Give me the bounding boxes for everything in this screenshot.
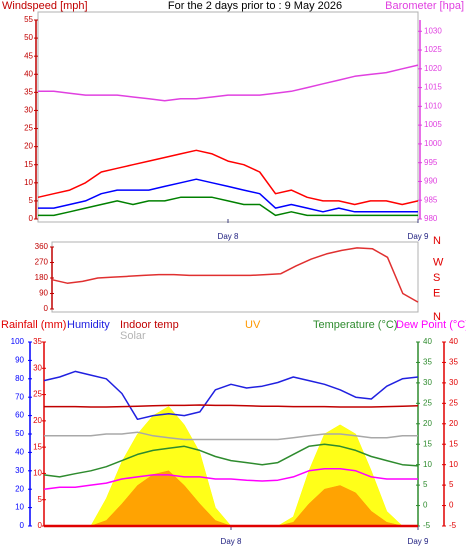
series-line [38,196,418,217]
y-tick-label: 5 [38,495,43,504]
legend-entry: Temperature (°C) [313,319,397,331]
y-tick-label: 0 [423,501,428,510]
y-tick-label: 30 [33,363,42,372]
y-tick-label: 25 [33,390,42,399]
y-tick-label: 40 [24,69,33,78]
legend-entry: Humidity [67,319,110,331]
y-tick-label: 1005 [424,120,442,129]
y-tick-label: 10 [15,503,24,512]
y-tick-label: 10 [33,469,42,478]
y-tick-label: 15 [449,439,458,448]
y-tick-label: 10 [423,460,432,469]
y-tick-label: 25 [24,124,33,133]
series-line [44,404,419,408]
series-line [43,370,419,421]
series-line [37,149,419,206]
compass-label: N [433,235,441,247]
y-tick-label: -5 [449,521,457,530]
y-tick-label: 5 [423,480,428,489]
y-tick-label: 990 [424,177,438,186]
y-tick-label: 90 [39,289,48,298]
y-tick-label: 25 [423,398,432,407]
y-tick-label: 35 [449,358,458,367]
y-tick-label: 30 [423,378,432,387]
series-line [43,443,419,478]
y-tick-label: 100 [11,337,25,346]
y-tick-label: 25 [449,398,458,407]
y-tick-label: 40 [15,448,24,457]
series-line [38,64,419,102]
series-line [51,247,419,303]
chart-title: For the 2 days prior to : 9 May 2026 [168,0,342,12]
y-tick-label: 0 [44,304,49,313]
y-tick-label: 35 [24,87,33,96]
y-tick-label: 0 [38,521,43,530]
y-tick-label: 60 [15,411,24,420]
compass-label: E [433,287,440,299]
y-tick-label: 15 [24,160,33,169]
y-tick-label: 15 [33,442,42,451]
y-tick-label: 30 [15,466,24,475]
y-tick-label: 5 [449,480,454,489]
y-tick-label: 5 [29,196,34,205]
y-tick-label: 1000 [424,139,442,148]
y-tick-label: 20 [423,419,432,428]
legend-entry: Solar [120,330,146,342]
y-tick-label: 55 [24,15,33,24]
x-tick-label: Day 8 [218,232,239,241]
y-tick-label: 995 [424,158,438,167]
y-tick-label: -5 [423,521,431,530]
y-tick-label: 20 [24,142,33,151]
y-tick-label: 0 [449,501,454,510]
y-tick-label: 50 [15,429,24,438]
y-tick-label: 980 [424,214,438,223]
legend-entry: Rainfall (mm) [1,319,66,331]
y-tick-label: 40 [449,337,458,346]
y-tick-label: 985 [424,195,438,204]
y-axis-title: Windspeed [mph] [2,0,88,12]
y-tick-label: 1015 [424,83,442,92]
y-tick-label: 45 [24,51,33,60]
y-tick-label: 20 [33,416,42,425]
y-tick-label: 180 [35,273,49,282]
y-tick-label: 30 [24,106,33,115]
y-tick-label: 20 [449,419,458,428]
x-tick-label: Day 9 [408,232,429,241]
compass-label: S [433,272,440,284]
y-tick-label: 1010 [424,101,442,110]
y-tick-label: 1025 [424,45,442,54]
y-tick-label: 35 [423,358,432,367]
y-tick-label: 70 [15,392,24,401]
y-tick-label: 50 [24,33,33,42]
y-tick-label: 40 [423,337,432,346]
y-tick-label: 90 [15,356,24,365]
y-tick-label: 80 [15,374,24,383]
series-line [44,431,418,441]
y-tick-label: 360 [35,242,49,251]
x-tick-label: Day 8 [221,537,242,546]
y-tick-label: 20 [15,484,24,493]
y-tick-label: 1020 [424,64,442,73]
y-tick-label: 35 [33,337,42,346]
y-tick-label: 10 [24,178,33,187]
series-line [38,178,418,213]
compass-label: W [433,256,444,268]
y-tick-label: 0 [29,214,34,223]
compass-label: N [433,311,441,323]
y-tick-label: 1030 [424,26,442,35]
y-tick-label: 10 [449,460,458,469]
y-tick-label: 270 [35,258,49,267]
y-tick-label: 30 [449,378,458,387]
y-tick-label: 15 [423,439,432,448]
legend-entry: Indoor temp [120,319,179,331]
series-line [43,468,418,490]
legend-entry: Dew Point (°C) [396,319,466,331]
legend-entry: UV [245,319,261,331]
x-tick-label: Day 9 [408,537,429,546]
y2-axis-title: Barometer [hpa] [385,0,464,12]
y-tick-label: 0 [20,521,25,530]
